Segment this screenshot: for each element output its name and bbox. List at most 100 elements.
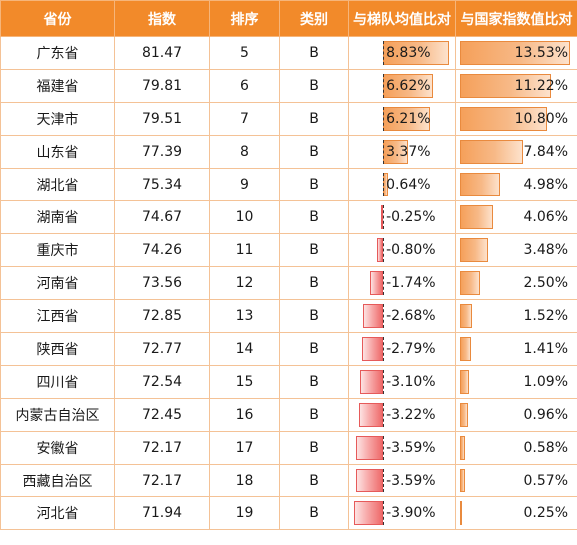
tier-bar <box>381 205 384 230</box>
table-row: 陕西省 72.77 14 B -2.79% 1.41% <box>0 332 577 366</box>
tier-bar <box>353 501 384 526</box>
tier-zero-axis <box>383 271 385 296</box>
nation-bar-label: 1.41% <box>523 340 568 357</box>
cell-category: B <box>279 463 349 498</box>
cell-vs-nation: 4.06% <box>455 200 577 235</box>
tier-bar <box>359 369 384 394</box>
cell-rank: 18 <box>209 463 280 498</box>
cell-index: 73.56 <box>114 266 210 301</box>
header-vs-nation: 与国家指数值比对 <box>455 0 577 37</box>
cell-vs-nation: 1.52% <box>455 299 577 334</box>
tier-zero-axis <box>383 369 385 394</box>
tier-bar-label: 3.37% <box>386 143 431 160</box>
cell-index: 77.39 <box>114 134 210 169</box>
nation-bar <box>460 337 472 361</box>
header-row: 省份 指数 排序 类别 与梯队均值比对 与国家指数值比对 <box>0 0 577 37</box>
cell-vs-nation: 7.84% <box>455 134 577 169</box>
nation-bar <box>460 468 465 493</box>
cell-category: B <box>279 496 349 531</box>
cell-rank: 16 <box>209 397 280 432</box>
cell-category: B <box>279 200 349 235</box>
cell-category: B <box>279 101 349 136</box>
nation-bar-label: 4.06% <box>523 209 568 226</box>
tier-zero-axis <box>383 402 385 427</box>
nation-bar <box>460 238 489 263</box>
table-row: 河北省 71.94 19 B -3.90% 0.25% <box>0 496 577 531</box>
nation-bar <box>460 304 473 329</box>
nation-bar-label: 1.09% <box>523 373 568 390</box>
tier-bar <box>358 402 384 427</box>
nation-bar <box>460 73 551 98</box>
cell-index: 79.81 <box>114 68 210 103</box>
cell-province: 重庆市 <box>0 233 115 268</box>
table-row: 广东省 81.47 5 B 8.83% 13.53% <box>0 36 577 70</box>
cell-index: 72.45 <box>114 397 210 432</box>
cell-vs-nation: 0.96% <box>455 397 577 432</box>
cell-province: 安徽省 <box>0 430 115 465</box>
cell-rank: 15 <box>209 364 280 399</box>
nation-bar <box>460 205 493 230</box>
tier-bar-label: -0.80% <box>386 242 436 259</box>
header-index: 指数 <box>114 0 210 37</box>
cell-index: 72.54 <box>114 364 210 399</box>
cell-category: B <box>279 332 349 366</box>
cell-index: 81.47 <box>114 36 210 70</box>
nation-bar-label: 7.84% <box>523 143 568 160</box>
cell-province: 四川省 <box>0 364 115 399</box>
tier-bar-label: -3.59% <box>386 439 436 456</box>
cell-vs-tier: -3.59% <box>348 463 456 498</box>
tier-bar-label: -3.59% <box>386 472 436 489</box>
cell-rank: 7 <box>209 101 280 136</box>
cell-vs-nation: 4.98% <box>455 167 577 202</box>
tier-bar <box>356 468 384 493</box>
header-vs-tier: 与梯队均值比对 <box>348 0 456 37</box>
cell-index: 72.85 <box>114 299 210 334</box>
table-row: 湖北省 75.34 9 B 0.64% 4.98% <box>0 167 577 202</box>
table-row: 河南省 73.56 12 B -1.74% 2.50% <box>0 266 577 301</box>
nation-bar-label: 0.58% <box>523 439 568 456</box>
header-rank: 排序 <box>209 0 280 37</box>
tier-bar-label: 6.62% <box>386 77 431 94</box>
cell-province: 河南省 <box>0 266 115 301</box>
nation-bar-label: 11.22% <box>514 77 568 94</box>
nation-bar <box>460 501 463 526</box>
tier-zero-axis <box>383 41 385 65</box>
cell-vs-tier: -3.90% <box>348 496 456 531</box>
table-row: 重庆市 74.26 11 B -0.80% 3.48% <box>0 233 577 268</box>
cell-vs-nation: 0.57% <box>455 463 577 498</box>
nation-bar-label: 13.53% <box>514 44 568 61</box>
nation-bar-label: 2.50% <box>523 275 568 292</box>
table-row: 江西省 72.85 13 B -2.68% 1.52% <box>0 299 577 334</box>
nation-bar <box>460 435 465 460</box>
cell-index: 72.77 <box>114 332 210 366</box>
tier-zero-axis <box>383 435 385 460</box>
nation-bar-label: 0.25% <box>523 505 568 522</box>
table-row: 安徽省 72.17 17 B -3.59% 0.58% <box>0 430 577 465</box>
cell-category: B <box>279 397 349 432</box>
cell-category: B <box>279 233 349 268</box>
cell-rank: 14 <box>209 332 280 366</box>
cell-vs-tier: 0.64% <box>348 167 456 202</box>
tier-zero-axis <box>383 205 385 230</box>
cell-category: B <box>279 430 349 465</box>
cell-rank: 17 <box>209 430 280 465</box>
tier-zero-axis <box>383 238 385 263</box>
tier-bar <box>369 271 384 296</box>
cell-province: 湖南省 <box>0 200 115 235</box>
cell-vs-tier: -3.10% <box>348 364 456 399</box>
cell-vs-tier: -3.59% <box>348 430 456 465</box>
cell-rank: 11 <box>209 233 280 268</box>
cell-vs-tier: -3.22% <box>348 397 456 432</box>
tier-zero-axis <box>383 106 385 131</box>
tier-bar-label: 8.83% <box>386 44 431 61</box>
tier-bar-label: -3.90% <box>386 505 436 522</box>
cell-vs-nation: 10.80% <box>455 101 577 136</box>
cell-province: 广东省 <box>0 36 115 70</box>
cell-category: B <box>279 167 349 202</box>
nation-bar <box>460 402 468 427</box>
table-row: 西藏自治区 72.17 18 B -3.59% 0.57% <box>0 463 577 498</box>
cell-index: 74.67 <box>114 200 210 235</box>
cell-vs-tier: -0.80% <box>348 233 456 268</box>
cell-vs-nation: 2.50% <box>455 266 577 301</box>
table-header: 省份 指数 排序 类别 与梯队均值比对 与国家指数值比对 <box>0 0 577 37</box>
